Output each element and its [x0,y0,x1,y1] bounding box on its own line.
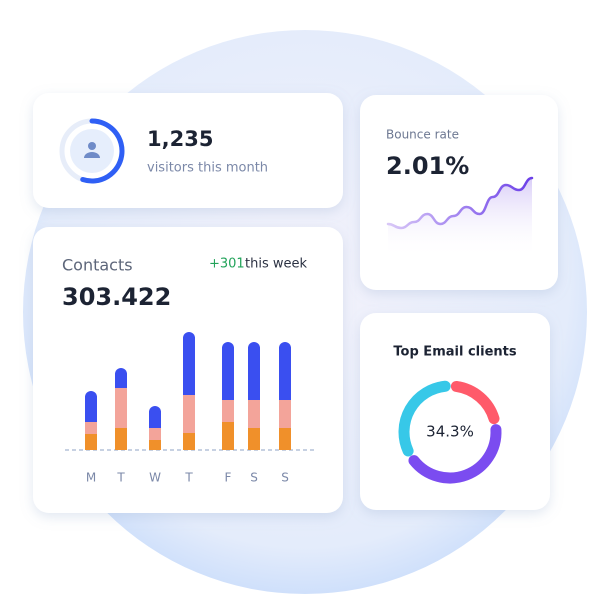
bar-segment [222,400,234,422]
donut-segment [398,380,451,457]
bar-segment [85,434,97,450]
bar-segment [248,342,260,400]
bar-segment [279,342,291,400]
bar-segment [248,400,260,428]
bounce-value: 2.01% [386,152,469,180]
progress-arc [80,118,125,184]
bar-segment [115,388,127,428]
bar-segment [149,406,161,428]
bar-segment [183,332,195,395]
bar-segment [149,428,161,440]
bar-segment [183,433,195,450]
bar-segment [279,400,291,428]
email-card [360,313,550,510]
x-tick-label: M [86,471,96,485]
email-center-label: 34.3% [426,423,474,441]
avatar-body [84,152,100,158]
bar-segment [85,422,97,434]
contacts-change-caption: this week [245,257,307,272]
visitors-caption: visitors this month [147,161,268,176]
x-tick-label: S [281,471,289,485]
visitors-value: 1,235 [147,127,213,151]
bar-segment [183,395,195,433]
donut-segment [408,424,502,484]
contacts-title: Contacts [62,256,133,275]
bar-segment [85,391,97,422]
bar-segment [115,428,127,450]
x-tick-label: T [184,471,193,485]
contacts-value: 303.422 [62,283,171,311]
bounce-title: Bounce rate [386,128,459,142]
bar-segment [222,342,234,400]
avatar-head [88,142,96,150]
x-tick-label: T [116,471,125,485]
visitors-card [33,93,343,208]
email-title: Top Email clients [393,345,516,360]
sparkline [386,176,534,230]
bar-segment [149,440,161,450]
bar-segment [222,422,234,450]
x-tick-label: S [250,471,258,485]
donut-segment [450,380,500,425]
x-tick-label: W [149,471,161,485]
bar-segment [115,368,127,388]
x-tick-label: F [225,471,232,485]
avatar-bg [70,129,114,173]
sparkline-area [388,178,532,258]
bar-segment [248,428,260,450]
contacts-change: +301 [209,257,245,272]
bar-segment [279,428,291,450]
